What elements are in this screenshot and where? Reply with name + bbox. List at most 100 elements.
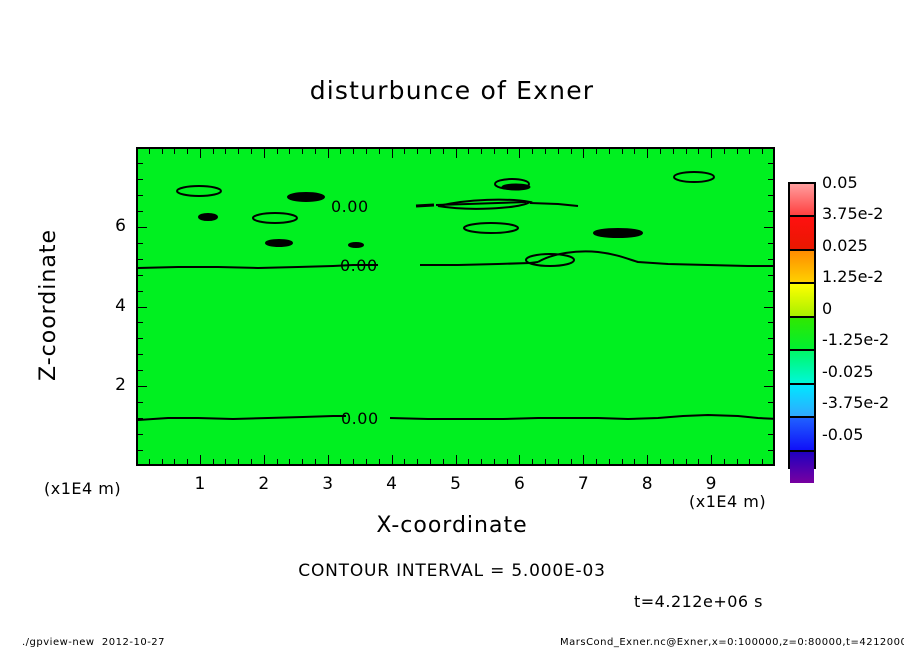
axis-tick — [289, 459, 290, 464]
axis-tick — [532, 149, 533, 154]
axis-tick — [764, 307, 773, 308]
colorbar-tick-label: 0 — [822, 298, 833, 318]
axis-tick — [187, 149, 188, 154]
axis-tick — [443, 459, 444, 464]
axis-tick — [328, 455, 329, 464]
axis-tick — [768, 370, 773, 371]
axis-tick — [768, 338, 773, 339]
colorbar-band — [790, 315, 814, 350]
axis-tick — [519, 455, 520, 464]
axis-tick — [404, 459, 405, 464]
x-axis-tick-label: 7 — [577, 474, 589, 494]
axis-tick — [647, 455, 648, 464]
axis-tick — [138, 179, 143, 180]
y-axis-tick-label: 2 — [115, 375, 126, 396]
axis-tick — [353, 149, 354, 154]
axis-tick — [225, 149, 226, 154]
axis-tick — [162, 149, 163, 154]
footer-command-label: ./gpview-new 2012-10-27 — [22, 637, 166, 648]
axis-tick — [138, 434, 143, 435]
axis-tick — [468, 149, 469, 154]
axis-tick — [138, 354, 143, 355]
colorbar-tick-label: 3.75e-2 — [822, 204, 884, 224]
axis-tick — [507, 459, 508, 464]
axis-tick — [686, 459, 687, 464]
axis-tick — [225, 459, 226, 464]
contour-label: 0.00 — [340, 256, 378, 275]
colorbar-tick-label: -3.75e-2 — [822, 393, 890, 413]
axis-tick — [289, 149, 290, 154]
axis-tick — [724, 149, 725, 154]
axis-tick — [315, 149, 316, 154]
axis-tick — [762, 459, 763, 464]
axis-tick — [187, 459, 188, 464]
axis-tick — [768, 450, 773, 451]
x-axis-tick-label: 5 — [450, 474, 461, 494]
axis-tick — [660, 459, 661, 464]
axis-tick — [162, 459, 163, 464]
axis-tick — [768, 243, 773, 244]
axis-tick — [698, 149, 699, 154]
colorbar — [788, 182, 816, 483]
axis-tick — [264, 455, 265, 464]
axis-tick — [138, 418, 143, 419]
axis-tick — [366, 149, 367, 154]
axis-tick — [138, 227, 147, 228]
axis-tick — [264, 149, 265, 158]
x-axis-tick-label: 8 — [641, 474, 653, 494]
axis-tick — [138, 402, 143, 403]
axis-tick — [238, 459, 239, 464]
axis-tick — [430, 459, 431, 464]
axis-tick — [468, 459, 469, 464]
axis-tick — [768, 434, 773, 435]
axis-tick — [379, 459, 380, 464]
axis-tick — [213, 149, 214, 154]
axis-tick — [174, 459, 175, 464]
axis-tick — [302, 149, 303, 154]
axis-tick — [340, 459, 341, 464]
axis-tick — [302, 459, 303, 464]
axis-tick — [417, 149, 418, 154]
x-unit-label-right: (x1E4 m) — [689, 492, 767, 511]
colorbar-band — [790, 416, 814, 450]
footer-source-label: MarsCond_Exner.nc@Exner,x=0:100000,z=0:8… — [560, 637, 904, 648]
axis-tick — [768, 322, 773, 323]
y-axis-tick-label: 6 — [115, 215, 126, 236]
axis-tick — [443, 149, 444, 154]
axis-tick — [149, 459, 150, 464]
axis-tick — [353, 459, 354, 464]
axis-tick — [138, 163, 143, 164]
axis-tick — [660, 149, 661, 154]
axis-tick — [417, 459, 418, 464]
axis-tick — [277, 149, 278, 154]
x-axis-title: X-coordinate — [376, 513, 528, 538]
axis-tick — [456, 455, 457, 464]
axis-tick — [430, 149, 431, 154]
axis-tick — [138, 307, 147, 308]
axis-tick — [647, 149, 648, 158]
axis-tick — [768, 354, 773, 355]
axis-tick — [768, 418, 773, 419]
axis-tick — [379, 149, 380, 154]
colorbar-band — [790, 248, 814, 283]
axis-tick — [138, 338, 143, 339]
y-axis-tick-label: 4 — [115, 295, 126, 316]
axis-tick — [138, 370, 143, 371]
axis-tick — [138, 211, 143, 212]
axis-tick — [494, 459, 495, 464]
contour-label: 0.00 — [341, 409, 379, 428]
x-axis-tick-label: 1 — [194, 474, 206, 494]
axis-tick — [328, 149, 329, 158]
axis-tick — [768, 402, 773, 403]
axis-tick — [724, 459, 725, 464]
axis-tick — [764, 386, 773, 387]
axis-tick — [609, 149, 610, 154]
axis-tick — [764, 227, 773, 228]
axis-tick — [138, 195, 143, 196]
x-unit-label-left: (x1E4 m) — [44, 479, 122, 498]
axis-tick — [558, 149, 559, 154]
axis-tick — [686, 149, 687, 154]
axis-tick — [622, 149, 623, 154]
axis-tick — [768, 291, 773, 292]
axis-tick — [138, 322, 143, 323]
